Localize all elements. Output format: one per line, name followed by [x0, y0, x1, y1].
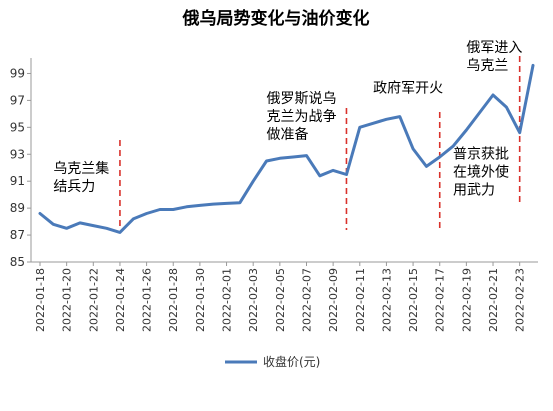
x-tick-label: 2022-02-07 — [300, 268, 313, 332]
event-annotation: 俄罗斯说乌 — [267, 91, 337, 107]
y-tick-label: 89 — [10, 201, 25, 215]
x-tick-label: 2022-02-19 — [460, 268, 473, 332]
x-tick-label: 2022-01-22 — [87, 268, 100, 332]
x-tick-label: 2022-02-09 — [327, 268, 340, 332]
x-tick-label: 2022-02-03 — [247, 268, 260, 332]
event-annotation: 普京获批 — [453, 146, 509, 162]
x-tick-label: 2022-02-21 — [487, 268, 500, 332]
y-tick-label: 87 — [10, 228, 25, 242]
y-tick-label: 95 — [10, 120, 25, 134]
event-annotation: 政府军开火 — [373, 80, 443, 96]
x-tick-label: 2022-01-28 — [167, 268, 180, 332]
event-annotation: 乌克兰集 — [53, 160, 109, 177]
legend-label: 收盘价(元) — [263, 354, 320, 369]
event-annotation: 在境外使 — [453, 163, 509, 180]
x-tick-label: 2022-02-05 — [274, 268, 287, 332]
y-tick-label: 97 — [10, 93, 25, 107]
x-tick-label: 2022-01-26 — [141, 268, 154, 332]
event-annotation: 克兰为战争 — [267, 109, 337, 125]
x-tick-label: 2022-02-13 — [380, 268, 393, 332]
y-tick-label: 93 — [10, 147, 25, 161]
x-tick-label: 2022-01-18 — [34, 268, 47, 332]
x-tick-label: 2022-02-23 — [514, 268, 527, 332]
y-tick-label: 99 — [10, 66, 25, 80]
event-annotation: 做准备 — [267, 126, 309, 143]
y-tick-label: 85 — [10, 255, 25, 269]
x-tick-label: 2022-01-20 — [61, 268, 74, 332]
series-line — [38, 63, 535, 234]
x-tick-label: 2022-01-24 — [114, 268, 127, 332]
x-tick-label: 2022-01-30 — [194, 268, 207, 332]
event-annotation: 乌克兰 — [466, 58, 508, 74]
chart-title: 俄乌局势变化与油价变化 — [182, 8, 370, 29]
event-annotation: 俄军进入 — [466, 40, 522, 56]
y-tick-label: 91 — [10, 174, 25, 188]
x-tick-label: 2022-02-01 — [221, 268, 234, 332]
event-annotation: 用武力 — [453, 182, 495, 198]
x-tick-label: 2022-02-15 — [407, 268, 420, 332]
x-tick-label: 2022-02-17 — [434, 268, 447, 332]
x-tick-label: 2022-02-11 — [354, 268, 367, 332]
event-annotation: 结兵力 — [53, 179, 95, 195]
